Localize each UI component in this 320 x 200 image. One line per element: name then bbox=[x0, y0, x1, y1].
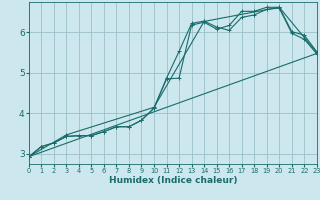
X-axis label: Humidex (Indice chaleur): Humidex (Indice chaleur) bbox=[108, 176, 237, 185]
